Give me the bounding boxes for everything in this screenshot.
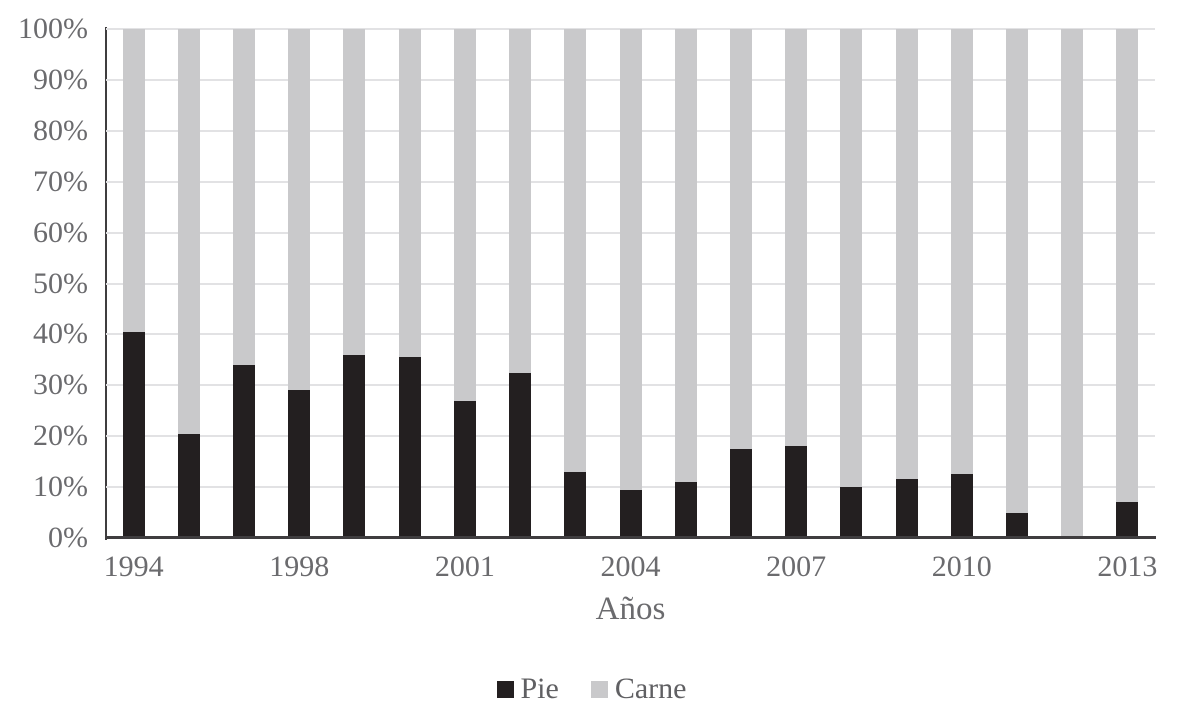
x-tick-label-2010: 2010: [931, 550, 992, 583]
y-tick-label-90: 90%: [33, 62, 88, 96]
x-tick-label-1998: 1998: [269, 550, 330, 583]
legend-swatch-carne: [590, 680, 608, 698]
bar-carne-2002: [509, 29, 532, 373]
bar-pie-2001: [453, 400, 476, 538]
bar-carne-2001: [453, 29, 476, 401]
plot-area: [105, 27, 1156, 540]
bar-pie-1996: [177, 433, 200, 538]
legend-item-pie: Pie: [496, 672, 559, 705]
x-tick-label-2001: 2001: [434, 550, 495, 583]
bar-carne-2004: [619, 29, 642, 490]
bar-carne-1998: [288, 29, 311, 391]
y-tick-label-60: 60%: [33, 215, 88, 249]
bar-carne-2012: [1061, 29, 1084, 538]
bar-pie-2003: [564, 471, 587, 538]
legend-swatch-pie: [496, 680, 514, 698]
bar-carne-2009: [895, 29, 918, 480]
bar-carne-2013: [1116, 29, 1139, 503]
bar-carne-1996: [177, 29, 200, 434]
bar-carne-1997: [233, 29, 256, 365]
y-tick-label-70: 70%: [33, 164, 88, 198]
bar-pie-2010: [950, 474, 973, 538]
x-axis-title: Años: [595, 591, 666, 627]
legend-item-carne: Carne: [590, 672, 687, 705]
bar-pie-2000: [398, 357, 421, 538]
bar-pie-2002: [509, 372, 532, 538]
bar-carne-2005: [674, 29, 697, 482]
x-tick-label-2013: 2013: [1097, 550, 1158, 583]
bar-pie-2008: [840, 487, 863, 538]
bar-pie-2004: [619, 489, 642, 538]
x-tick-label-1994: 1994: [103, 550, 164, 583]
bar-carne-2007: [785, 29, 808, 447]
x-axis-line: [105, 536, 1156, 539]
bar-pie-2013: [1116, 502, 1139, 538]
y-tick-label-40: 40%: [33, 317, 88, 351]
y-tick-label-50: 50%: [33, 266, 88, 300]
bar-pie-1999: [343, 354, 366, 538]
y-tick-label-20: 20%: [33, 419, 88, 453]
x-tick-label-2004: 2004: [600, 550, 661, 583]
y-tick-label-80: 80%: [33, 113, 88, 147]
y-tick-label-0: 0%: [48, 521, 88, 554]
y-tick-label-100: 100%: [18, 12, 88, 45]
x-axis-labels: 1994 1998 2001 2004 2007 2010 2013: [103, 550, 1158, 586]
bar-carne-2003: [564, 29, 587, 472]
bar-carne-1994: [122, 29, 145, 332]
legend: Pie Carne: [0, 674, 1183, 704]
legend-label-carne: Carne: [614, 672, 687, 705]
y-tick-label-30: 30%: [33, 368, 88, 402]
legend-label-pie: Pie: [520, 672, 559, 705]
bar-pie-1994: [122, 331, 145, 538]
bar-carne-2008: [840, 29, 863, 488]
bar-pie-1998: [288, 390, 311, 538]
bar-carne-2006: [729, 29, 752, 449]
bar-pie-2009: [895, 479, 918, 538]
bar-pie-2011: [1005, 512, 1028, 538]
bar-pie-1997: [233, 364, 256, 538]
y-tick-label-10: 10%: [33, 470, 88, 504]
bar-carne-1999: [343, 29, 366, 355]
x-tick-label-2007: 2007: [766, 550, 827, 583]
bar-carne-2010: [950, 29, 973, 475]
bar-pie-2006: [729, 448, 752, 538]
bar-carne-2000: [398, 29, 421, 358]
bar-pie-2005: [674, 482, 697, 538]
y-axis-labels: 0% 10% 20% 30% 40% 50% 60% 70% 80% 90% 100%: [0, 14, 88, 553]
bar-pie-2007: [785, 446, 808, 538]
bar-carne-2011: [1005, 29, 1028, 513]
